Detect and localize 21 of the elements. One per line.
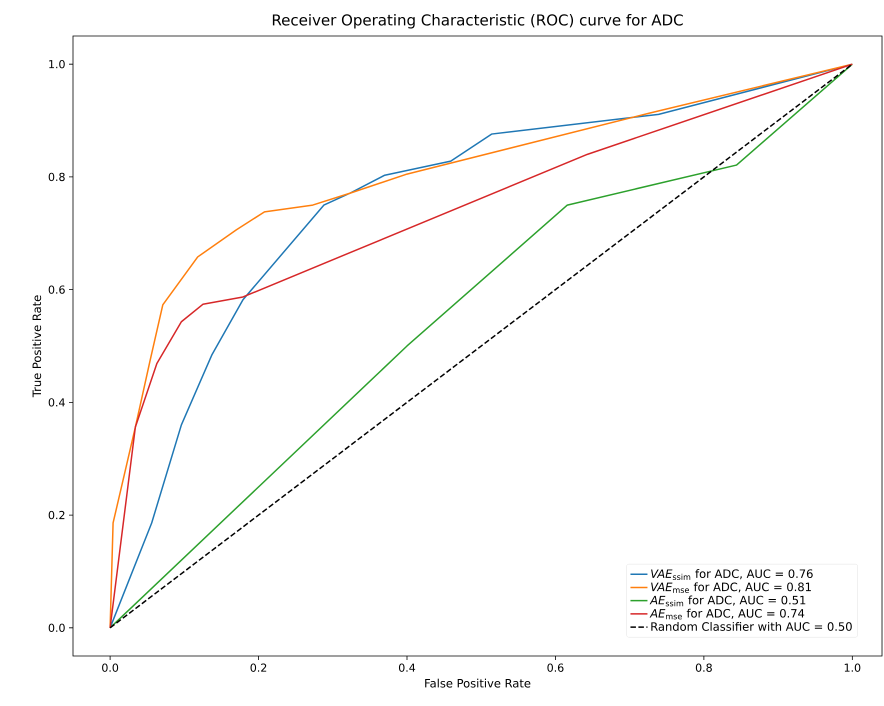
line-series — [109, 63, 854, 629]
y-tick-label: 1.0 — [49, 60, 65, 68]
legend-label: VAE$_{ssim}$ for ADC, AUC = 0.76 — [651, 569, 813, 580]
legend-label: VAE$_{mse}$ for ADC, AUC = 0.81 — [651, 582, 811, 593]
legend-label: Random Classifier with AUC = 0.50 — [651, 622, 852, 631]
y-tick-label: 0.0 — [48, 624, 65, 632]
x-tick-label: 0.6 — [547, 664, 564, 672]
x-tick-label: 0.2 — [250, 664, 266, 672]
x-tick-label: 0.8 — [696, 664, 712, 672]
chart-title: Receiver Operating Characteristic (ROC) curve for ADC — [272, 14, 683, 28]
x-tick-label: 0.4 — [398, 664, 416, 672]
y-axis-title: True Positive Rate — [32, 295, 42, 398]
legend-label: AE$_{mse}$ for ADC, AUC = 0.74 — [650, 608, 804, 620]
x-tick-label: 0.0 — [102, 664, 118, 672]
legend-label: AE$_{ssim}$ for ADC, AUC = 0.51 — [650, 596, 806, 606]
x-axis-title: False Positive Rate — [425, 678, 530, 688]
y-tick-label: 0.2 — [48, 510, 64, 520]
x-tick-label: 1.0 — [844, 664, 860, 672]
y-tick-label: 0.8 — [48, 172, 65, 182]
y-tick-label: 0.6 — [48, 285, 65, 294]
y-tick-label: 0.4 — [48, 398, 65, 407]
